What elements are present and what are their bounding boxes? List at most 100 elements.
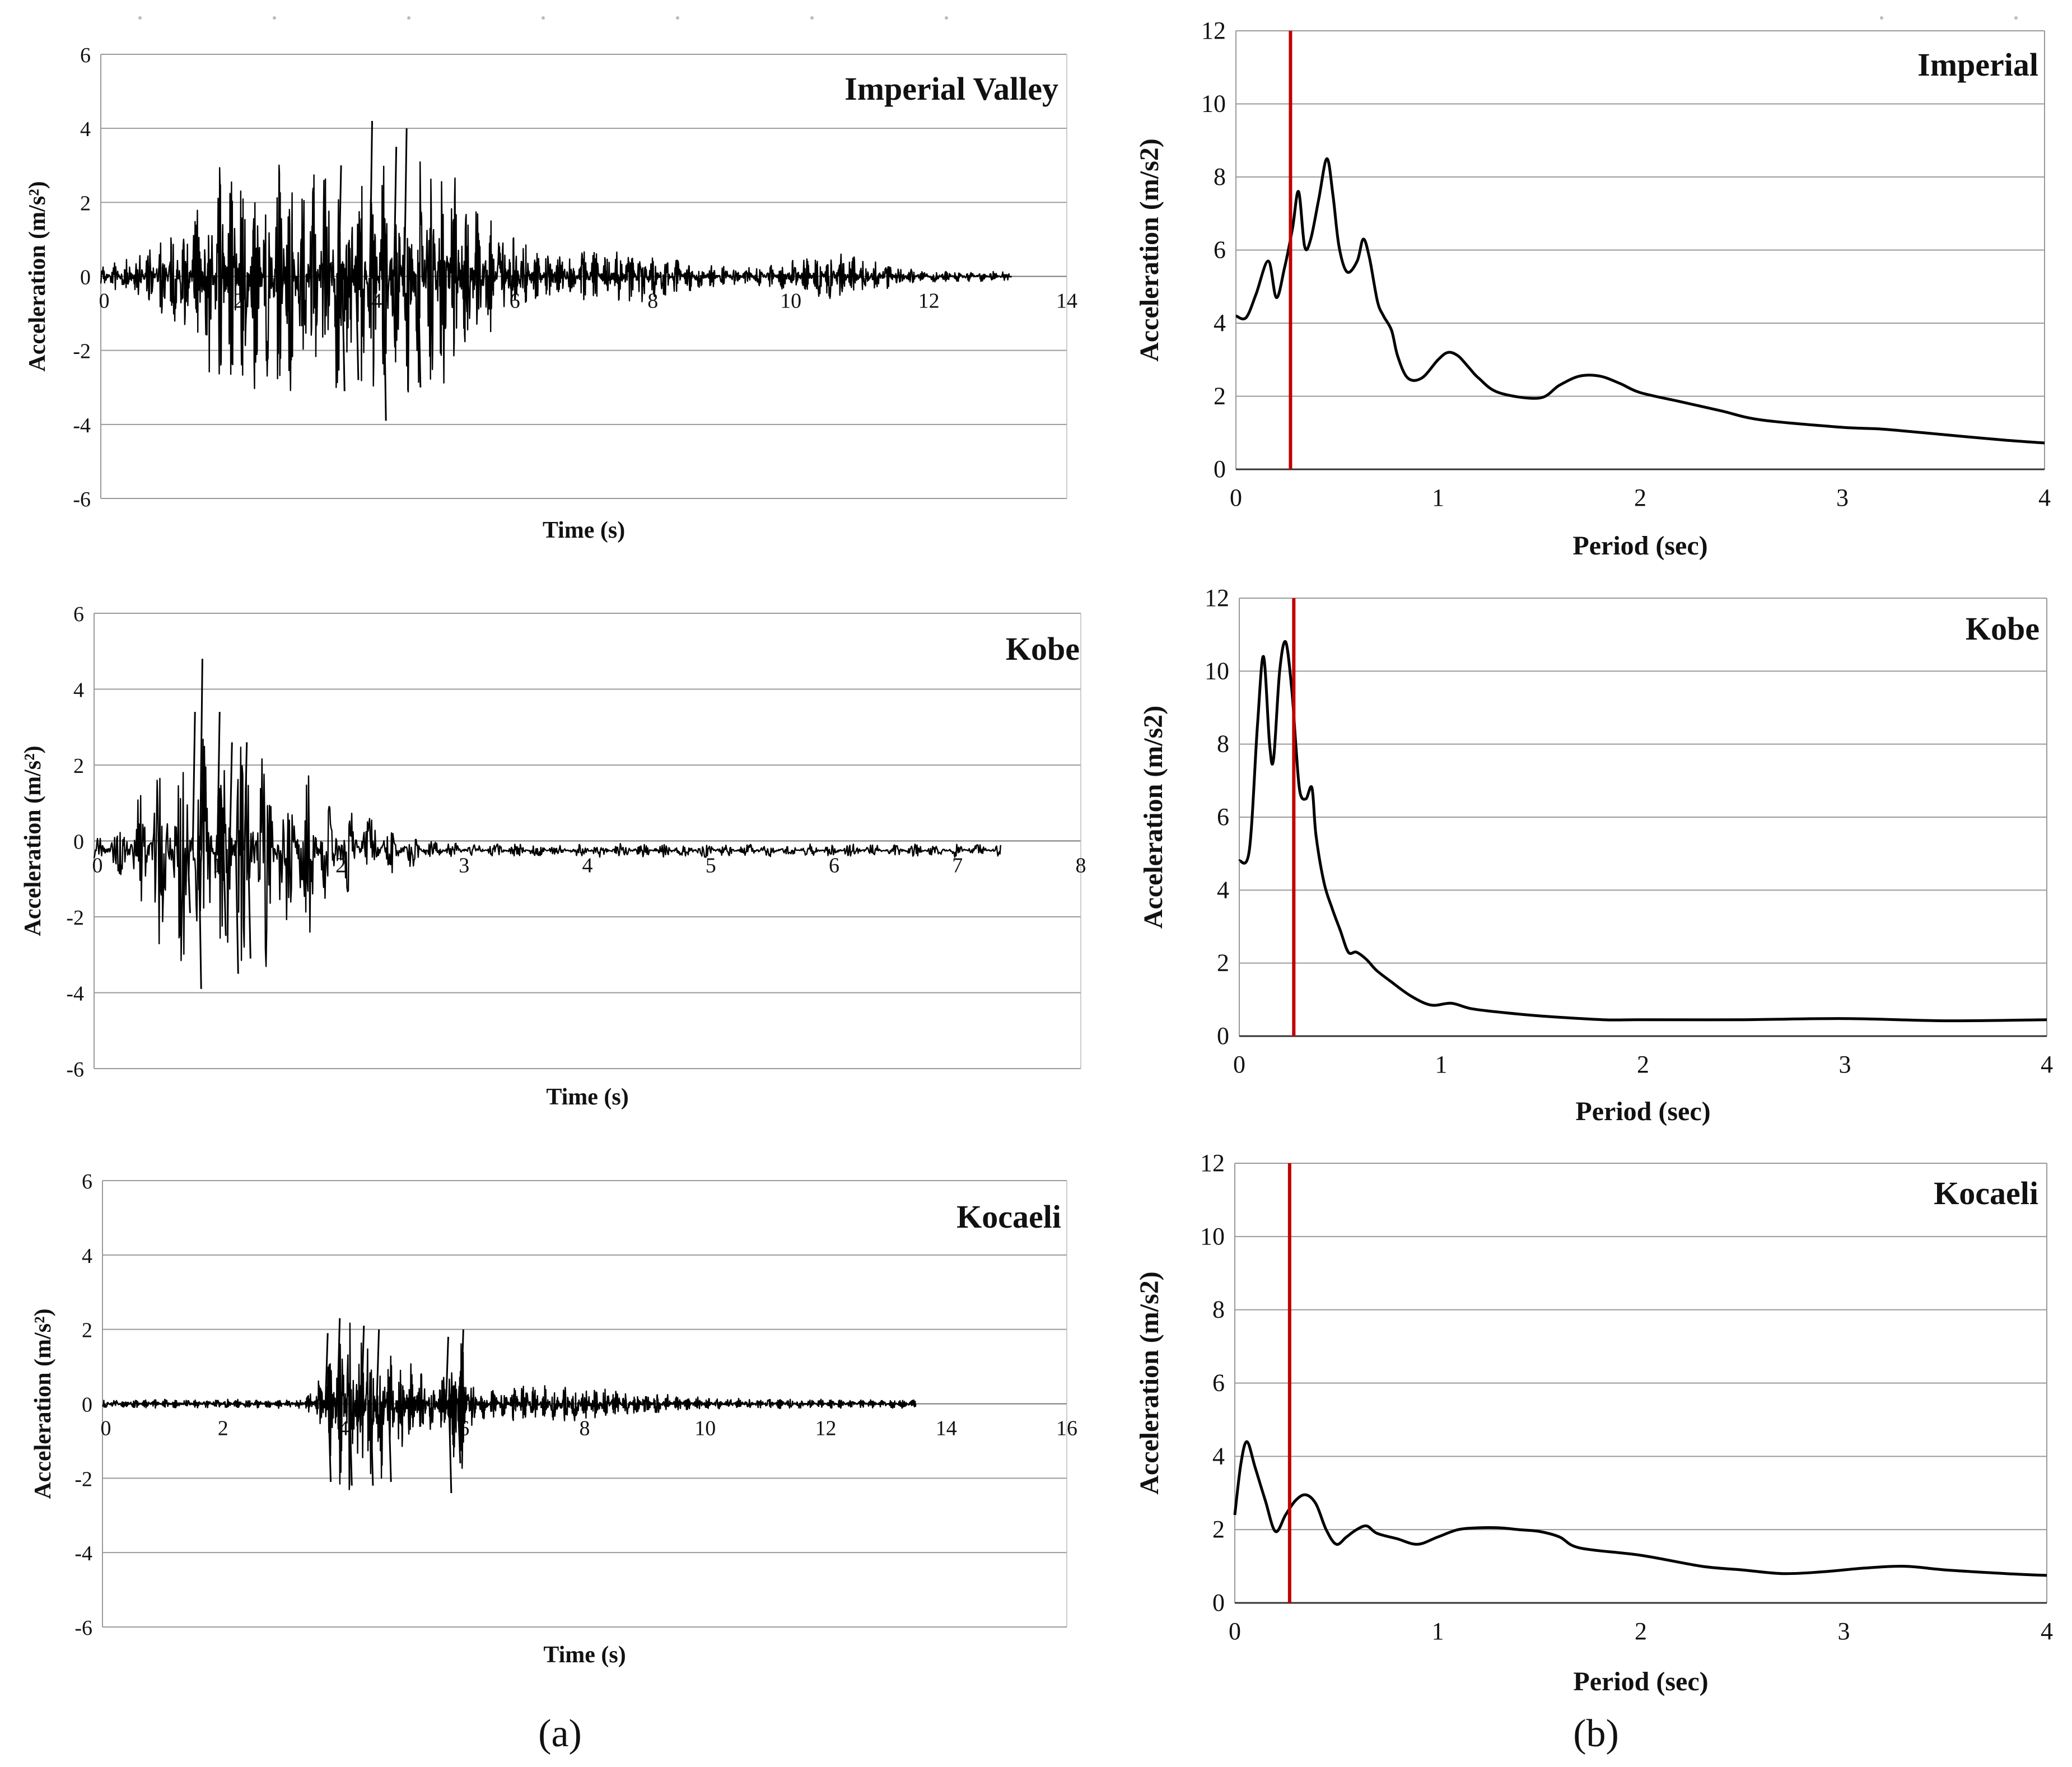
spike-mark xyxy=(403,128,408,277)
spike-mark xyxy=(460,1329,464,1404)
x-tick-label: 4 xyxy=(2038,484,2051,511)
spike-mark xyxy=(328,1404,332,1482)
x-tick-label: 6 xyxy=(829,854,839,878)
y-tick-label: 0 xyxy=(80,266,91,290)
spike-mark xyxy=(388,1404,392,1482)
x-tick-label: 0 xyxy=(99,290,110,313)
x-axis-label: Period (sec) xyxy=(1572,531,1707,561)
y-tick-label: 6 xyxy=(82,1170,92,1193)
y-axis-label: Acceleration (m/s²) xyxy=(20,745,46,936)
x-tick-label: 2 xyxy=(1635,1617,1647,1645)
spike-mark xyxy=(198,850,202,989)
y-tick-label: -6 xyxy=(74,1616,92,1640)
y-tick-label: 2 xyxy=(80,192,91,215)
x-axis-label: Period (sec) xyxy=(1575,1097,1710,1126)
chart-title: Kocaeli xyxy=(956,1199,1061,1235)
x-tick-label: 0 xyxy=(101,1417,111,1440)
y-tick-label: 10 xyxy=(1200,1223,1225,1250)
y-tick-label: 0 xyxy=(1212,1589,1225,1616)
y-tick-label: 8 xyxy=(1217,730,1229,758)
y-tick-label: 6 xyxy=(1212,1369,1225,1397)
y-tick-label: 4 xyxy=(1214,309,1226,337)
y-tick-label: 4 xyxy=(1212,1442,1225,1470)
x-tick-label: 0 xyxy=(1233,1051,1245,1078)
x-tick-label: 10 xyxy=(694,1417,716,1440)
y-tick-label: 0 xyxy=(1214,455,1226,483)
x-tick-label: 2 xyxy=(1637,1051,1649,1078)
x-axis-label: Time (s) xyxy=(546,1084,628,1110)
spike-mark xyxy=(457,1404,461,1463)
y-tick-label: 2 xyxy=(1217,949,1229,977)
y-tick-label: 4 xyxy=(80,118,91,141)
x-tick-label: 12 xyxy=(918,290,940,313)
x-tick-label: 3 xyxy=(1836,484,1849,511)
x-tick-label: 14 xyxy=(936,1417,957,1440)
y-tick-label: 6 xyxy=(1214,236,1226,264)
spike-mark xyxy=(235,850,239,974)
top-tick-dot xyxy=(1880,16,1883,20)
x-tick-label: 12 xyxy=(815,1417,837,1440)
y-tick-label: 2 xyxy=(73,754,84,778)
x-tick-label: 4 xyxy=(2041,1051,2053,1078)
spike-mark xyxy=(355,276,360,380)
y-tick-label: -6 xyxy=(73,488,91,511)
x-tick-label: 10 xyxy=(780,290,801,313)
y-tick-label: -2 xyxy=(74,1467,92,1491)
x-tick-label: 0 xyxy=(1229,1617,1241,1645)
y-axis-label: Acceleration (m/s2) xyxy=(1138,706,1168,929)
x-tick-label: 16 xyxy=(1056,1417,1077,1440)
y-tick-label: 6 xyxy=(1217,803,1229,831)
y-axis-label: Acceleration (m/s²) xyxy=(30,1308,56,1499)
chart-title: Kobe xyxy=(1006,631,1080,667)
y-tick-label: 0 xyxy=(1217,1022,1229,1050)
y-tick-label: 10 xyxy=(1201,90,1226,118)
y-tick-label: 6 xyxy=(80,44,91,67)
y-axis-label: Acceleration (m/s2) xyxy=(1135,1271,1164,1495)
series-line xyxy=(1235,157,2045,445)
y-tick-label: -6 xyxy=(66,1058,84,1081)
spike-mark xyxy=(393,147,398,277)
x-tick-label: 4 xyxy=(582,854,593,878)
top-tick-dot xyxy=(407,16,410,20)
spike-mark xyxy=(222,850,227,936)
top-tick-dot xyxy=(676,16,679,20)
top-tick-dot xyxy=(542,16,545,20)
x-tick-label: 2 xyxy=(218,1417,228,1440)
spike-mark xyxy=(186,850,191,913)
top-tick-dot xyxy=(273,16,276,20)
y-tick-label: 12 xyxy=(1205,584,1229,612)
y-tick-label: 8 xyxy=(1212,1296,1225,1323)
y-tick-label: 10 xyxy=(1205,657,1229,684)
spike-mark xyxy=(338,165,342,277)
top-tick-dot xyxy=(945,16,948,20)
x-axis-label: Period (sec) xyxy=(1573,1667,1708,1696)
y-tick-label: 4 xyxy=(82,1244,92,1268)
y-tick-label: 0 xyxy=(82,1393,92,1417)
panel-label-a: (a) xyxy=(538,1712,582,1755)
x-tick-label: 8 xyxy=(1076,854,1086,878)
spike-mark xyxy=(228,742,233,851)
y-tick-label: -2 xyxy=(73,340,91,363)
top-tick-dot xyxy=(138,16,142,20)
x-tick-label: 7 xyxy=(952,854,963,878)
top-tick-dot xyxy=(810,16,814,20)
series-line xyxy=(1233,1440,2047,1577)
spike-mark xyxy=(445,1336,449,1404)
chart-title: Kobe xyxy=(1966,610,2040,647)
spike-mark xyxy=(448,1404,452,1493)
spike-mark xyxy=(376,1329,380,1404)
x-tick-label: 1 xyxy=(1435,1051,1448,1078)
spike-mark xyxy=(247,850,251,959)
series-line xyxy=(1238,640,2047,1023)
spike-mark xyxy=(361,1325,365,1404)
y-tick-label: -2 xyxy=(66,906,84,930)
y-axis-label: Acceleration (m/s2) xyxy=(1135,138,1164,362)
y-tick-label: 12 xyxy=(1200,1149,1225,1177)
chart-title: Imperial Valley xyxy=(844,71,1058,107)
spike-mark xyxy=(382,276,387,421)
